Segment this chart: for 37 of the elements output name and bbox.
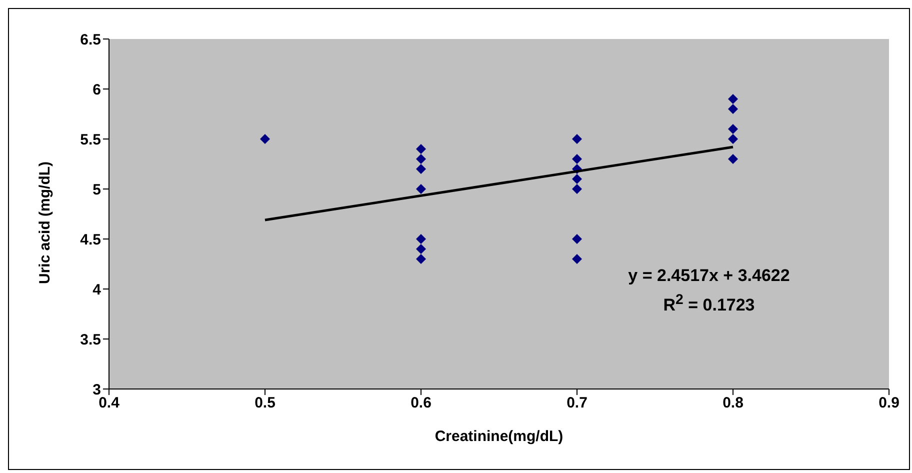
y-tick-label: 3 xyxy=(92,381,101,398)
point xyxy=(728,134,738,144)
y-tick-label: 5 xyxy=(92,181,101,198)
x-axis-title: Creatinine(mg/dL) xyxy=(434,428,564,445)
point xyxy=(416,254,426,264)
annotation: y = 2.4517x + 3.4622 xyxy=(627,265,791,287)
point xyxy=(416,144,426,154)
y-tick-label: 6.5 xyxy=(80,31,101,48)
point xyxy=(260,134,270,144)
x-tick-label: 0.4 xyxy=(98,394,120,412)
y-tick-label: 6 xyxy=(92,81,101,98)
y-tick-label: 3.5 xyxy=(80,331,101,348)
point xyxy=(728,104,738,114)
point xyxy=(416,234,426,244)
point xyxy=(416,244,426,254)
point xyxy=(728,94,738,104)
y-tick-label: 4.5 xyxy=(80,231,101,248)
y-tick-label: 5.5 xyxy=(80,131,101,148)
y-tick-label: 4 xyxy=(92,281,102,298)
point xyxy=(572,174,582,184)
point xyxy=(572,184,582,194)
point xyxy=(728,124,738,134)
point xyxy=(416,154,426,164)
x-tick-label: 0.9 xyxy=(878,394,900,412)
point xyxy=(572,254,582,264)
x-tick-label: 0.7 xyxy=(566,394,588,412)
point xyxy=(728,154,738,164)
point xyxy=(572,134,582,144)
y-axis-title: Uric acid (mg/dL) xyxy=(36,161,54,284)
point xyxy=(572,154,582,164)
point xyxy=(416,164,426,174)
point xyxy=(416,184,426,194)
x-tick-label: 0.5 xyxy=(254,394,276,412)
x-tick-label: 0.6 xyxy=(410,394,432,412)
annotation: R$^{2}$ = 0.1723 xyxy=(662,291,756,317)
x-tick-label: 0.8 xyxy=(722,394,744,412)
point xyxy=(572,234,582,244)
